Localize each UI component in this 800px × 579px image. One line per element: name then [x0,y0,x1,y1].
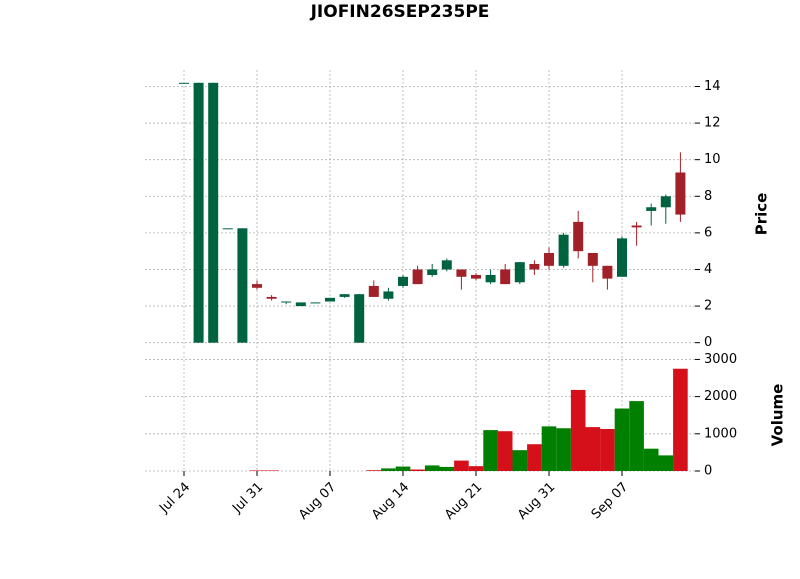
volume-bar [381,468,396,471]
y-tick-label: 8 [704,189,712,204]
candle-body [339,294,350,297]
volume-bar [658,455,674,471]
volume-bar [424,465,440,471]
volume-bar [366,470,382,471]
candle-body [441,260,452,270]
candle-body [310,302,321,304]
candle-body [237,228,248,343]
volume-bar [585,427,601,471]
volume-bar [439,466,455,471]
y-tick-label: 4 [704,262,712,277]
chart-title: JIOFIN26SEP235PE [310,2,490,22]
candle-body [660,196,671,208]
candle-body [222,228,233,230]
volume-tick-label: 1000 [704,426,737,441]
y-tick-label: 6 [704,225,712,240]
candle-body [617,238,627,277]
volume-bar [643,448,659,471]
volume-bar [454,460,469,471]
volume-bar [527,444,542,471]
volume-bar [468,466,484,471]
volume-bar [497,431,513,471]
candle-body [675,172,686,215]
volume-bar [570,389,586,471]
candle-body [631,225,642,228]
candle-body [558,234,569,266]
candle-body [398,276,408,286]
volume-bar [600,428,615,471]
candle-body [266,296,277,299]
x-tick-label: Aug 14 [369,480,412,523]
volume-bar [673,368,688,471]
volume-bar [264,470,279,471]
volume-bar [249,470,265,471]
x-tick-label: Aug 07 [296,480,339,523]
volume-axis-label: Volume [769,384,787,447]
x-tick-label: Jul 31 [229,480,266,517]
volume-bar [556,428,571,471]
candle-body [208,82,219,343]
candle-body [514,262,525,283]
volume-bar [629,401,644,471]
candle-body [412,269,423,285]
candle-body [500,269,511,285]
x-tick-label: Aug 21 [442,480,485,523]
candle-body [427,269,438,275]
candle-body [646,207,657,211]
candle-body [281,301,292,303]
volume-bar [483,430,498,471]
candle-body [485,274,496,283]
x-tick-label: Sep 07 [589,480,632,523]
y-tick-label: 0 [704,335,712,350]
volume-bar [512,450,528,471]
y-tick-label: 14 [704,79,721,94]
candle-body [252,284,262,288]
candle-body [179,82,189,84]
candle-body [193,82,204,343]
y-axis-label: Price [753,193,771,236]
volume-bar [395,466,411,471]
candle-body [471,274,481,279]
candle-body [544,253,554,266]
candle-body [325,297,335,302]
candle-body [529,263,540,270]
volume-tick-label: 0 [704,464,712,479]
volume-tick-label: 3000 [704,352,737,367]
volume-bar [541,426,557,471]
y-tick-label: 12 [704,116,721,131]
candle-body [602,265,613,279]
candle-body [383,291,394,299]
x-tick-label: Aug 31 [515,480,558,523]
candle-body [587,253,598,266]
candle-body [368,285,379,297]
candle-body [354,294,365,343]
volume-bar [410,469,425,471]
candle-body [456,269,467,277]
volume-bar [614,408,630,471]
volume-tick-label: 2000 [704,389,737,404]
y-tick-label: 10 [704,152,721,167]
candle-body [295,302,306,307]
x-tick-label: Jul 24 [156,480,193,517]
candle-body [573,221,584,252]
y-tick-label: 2 [704,299,712,314]
